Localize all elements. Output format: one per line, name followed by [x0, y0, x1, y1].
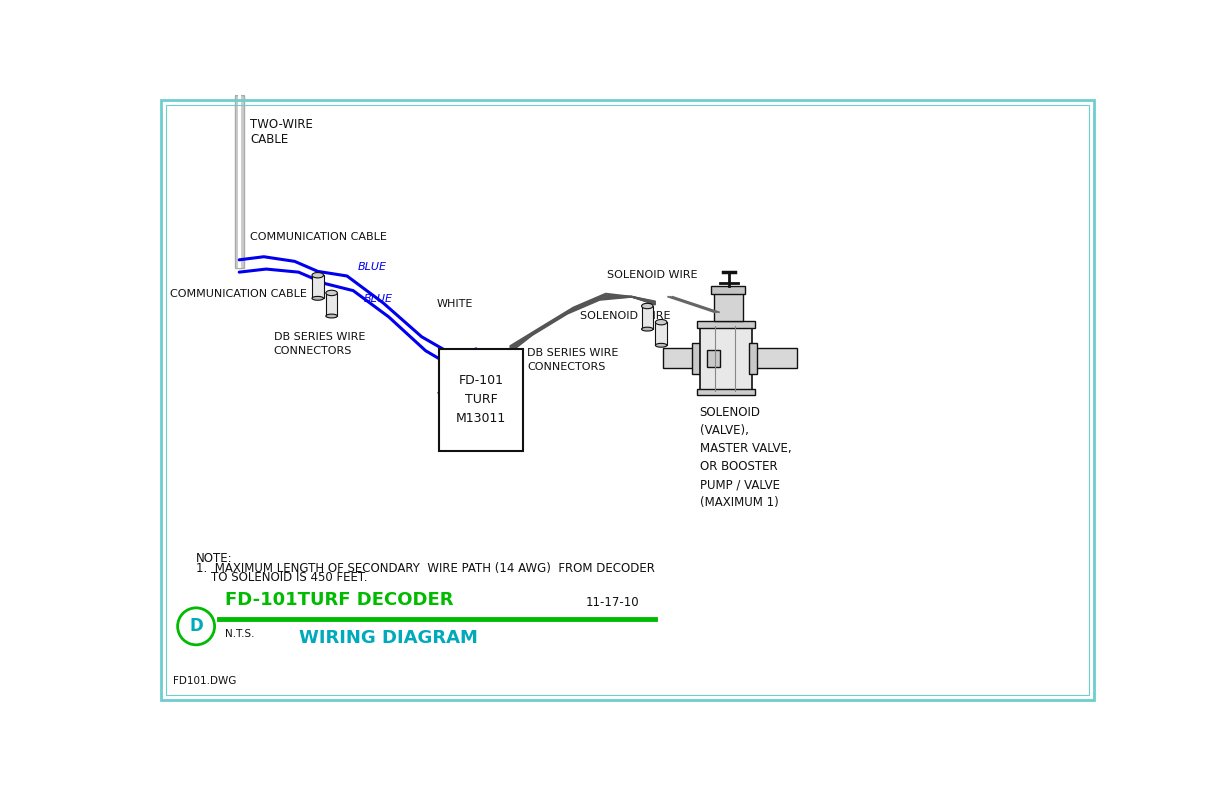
Bar: [749, 343, 756, 374]
Ellipse shape: [641, 327, 654, 331]
Bar: [752, 348, 797, 368]
Text: SOLENOID WIRE: SOLENOID WIRE: [607, 270, 698, 280]
Bar: [700, 326, 752, 390]
Text: N.T.S.: N.T.S.: [225, 630, 255, 639]
Ellipse shape: [655, 319, 667, 325]
Bar: [237, 95, 241, 268]
Ellipse shape: [641, 303, 654, 309]
Text: COMMUNICATION CABLE: COMMUNICATION CABLE: [170, 289, 307, 299]
Bar: [707, 350, 720, 367]
Bar: [235, 95, 244, 268]
Ellipse shape: [312, 272, 323, 278]
Text: 11-17-10: 11-17-10: [586, 596, 640, 609]
Text: NOTE:: NOTE:: [196, 552, 233, 565]
Text: BLUE: BLUE: [364, 295, 393, 304]
Bar: [641, 306, 654, 329]
Text: TWO-WIRE
CABLE: TWO-WIRE CABLE: [250, 118, 313, 147]
Ellipse shape: [326, 314, 338, 318]
Bar: [312, 275, 323, 299]
Bar: [662, 348, 694, 368]
Bar: [326, 293, 338, 316]
Bar: [696, 389, 755, 395]
Text: 1.  MAXIMUM LENGTH OF SECONDARY  WIRE PATH (14 AWG)  FROM DECODER: 1. MAXIMUM LENGTH OF SECONDARY WIRE PATH…: [196, 562, 655, 575]
Text: FD-101TURF DECODER: FD-101TURF DECODER: [225, 592, 454, 609]
Ellipse shape: [655, 344, 667, 347]
Ellipse shape: [326, 290, 338, 295]
Bar: [714, 292, 743, 322]
Text: TO SOLENOID IS 450 FEET.: TO SOLENOID IS 450 FEET.: [196, 571, 367, 584]
Bar: [439, 349, 523, 451]
Text: SOLENOID WIRE: SOLENOID WIRE: [579, 311, 670, 321]
Text: SOLENOID
(VALVE),
MASTER VALVE,
OR BOOSTER
PUMP / VALVE
(MAXIMUM 1): SOLENOID (VALVE), MASTER VALVE, OR BOOST…: [700, 406, 791, 509]
Text: DB SERIES WIRE
CONNECTORS: DB SERIES WIRE CONNECTORS: [528, 348, 618, 372]
Text: COMMUNICATION CABLE: COMMUNICATION CABLE: [250, 232, 387, 242]
Text: WHITE: WHITE: [437, 299, 474, 310]
Text: BLUE: BLUE: [357, 262, 387, 272]
Text: FD101.DWG: FD101.DWG: [173, 676, 236, 687]
Text: DB SERIES WIRE
CONNECTORS: DB SERIES WIRE CONNECTORS: [274, 332, 365, 356]
Bar: [655, 322, 667, 345]
Bar: [692, 343, 700, 374]
Circle shape: [177, 608, 214, 645]
Ellipse shape: [312, 296, 323, 300]
Text: D: D: [190, 617, 203, 635]
Bar: [696, 322, 755, 328]
Text: FD-101
TURF
M13011: FD-101 TURF M13011: [455, 375, 507, 425]
Bar: [711, 286, 745, 294]
Text: WIRING DIAGRAM: WIRING DIAGRAM: [299, 630, 477, 647]
Text: WHITE: WHITE: [437, 392, 474, 402]
